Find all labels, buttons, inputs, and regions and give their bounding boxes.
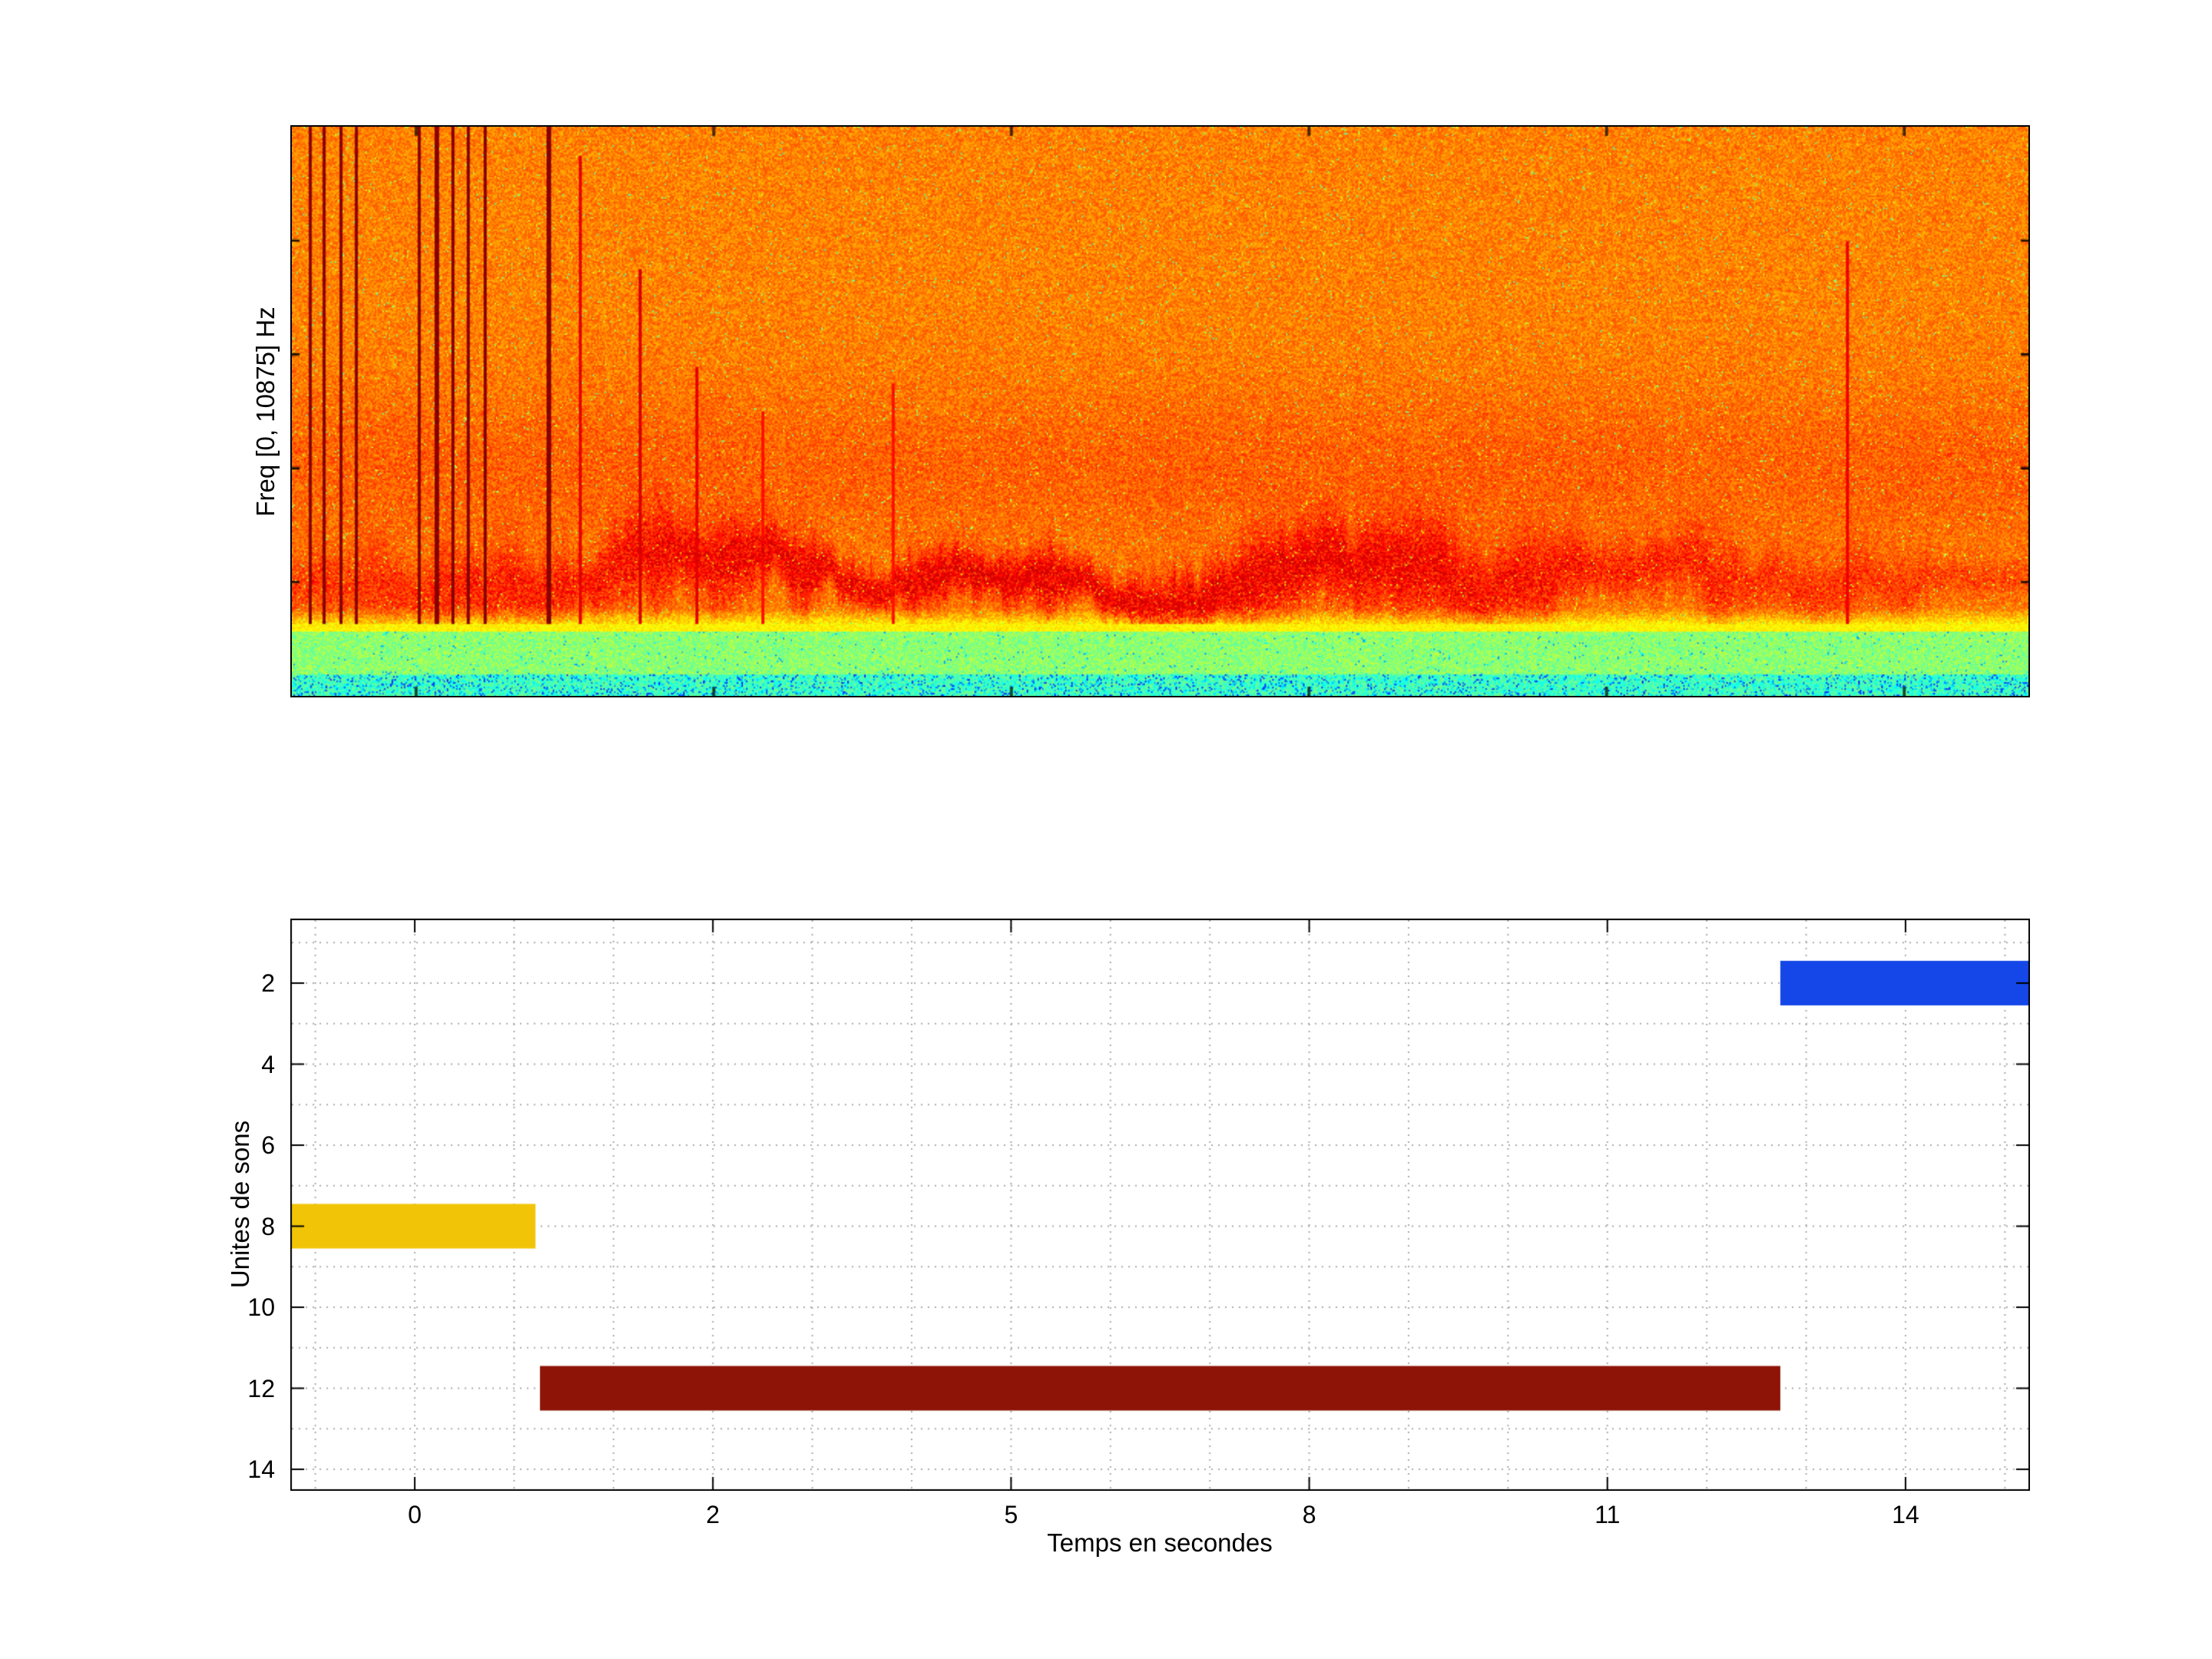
y-tick-label: 12 xyxy=(247,1374,275,1402)
x-tick-label: 14 xyxy=(1892,1501,1919,1528)
x-tick-label: 11 xyxy=(1594,1501,1621,1528)
y-tick-label: 6 xyxy=(261,1131,275,1159)
units-chart-canvas xyxy=(290,919,2030,1491)
y-tick-label: 4 xyxy=(261,1050,275,1078)
spectrogram-ylabel: Freq [0, 10875] Hz xyxy=(251,306,280,517)
y-tick-label: 14 xyxy=(247,1455,275,1483)
spectrogram-plot xyxy=(290,125,2030,697)
x-tick-label: 2 xyxy=(706,1501,720,1528)
spectrogram-canvas xyxy=(292,127,2028,696)
y-tick-label: 8 xyxy=(261,1212,275,1240)
x-tick-label: 5 xyxy=(1004,1501,1018,1528)
units-xlabel: Temps en secondes xyxy=(1047,1528,1273,1557)
y-tick-label: 10 xyxy=(247,1293,275,1321)
x-tick-label: 0 xyxy=(408,1501,422,1528)
x-tick-label: 8 xyxy=(1302,1501,1316,1528)
units-plot xyxy=(290,919,2030,1491)
y-tick-label: 2 xyxy=(261,969,275,997)
